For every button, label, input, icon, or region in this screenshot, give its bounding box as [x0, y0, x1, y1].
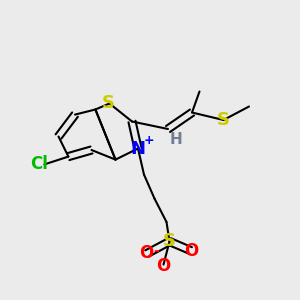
Text: O: O [156, 257, 171, 275]
Text: Cl: Cl [30, 155, 48, 173]
Text: N: N [130, 140, 146, 158]
Text: S: S [101, 94, 115, 112]
Text: H: H [169, 132, 182, 147]
Text: O: O [139, 244, 153, 262]
Text: -: - [154, 244, 160, 257]
Text: +: + [143, 134, 154, 148]
Text: S: S [217, 111, 230, 129]
Text: O: O [184, 242, 199, 260]
Text: S: S [163, 232, 176, 250]
